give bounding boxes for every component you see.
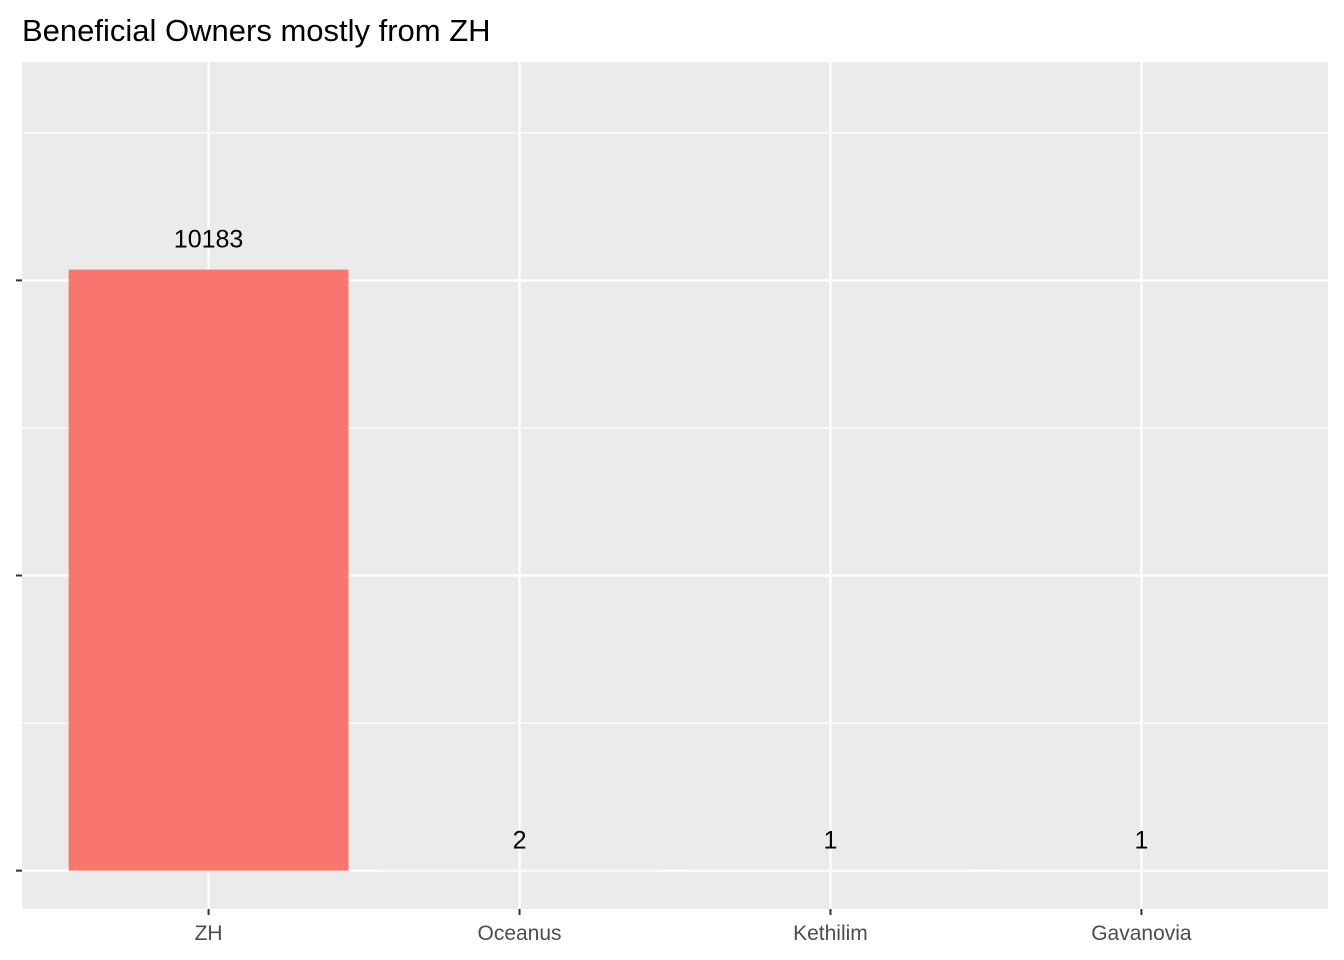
y-axis-ticks <box>16 279 22 872</box>
bars <box>68 269 1282 871</box>
x-tick-label-zh: ZH <box>195 922 223 945</box>
x-axis: ZH Oceanus Kethilim Gavanovia <box>195 909 1192 945</box>
data-labels: 10183 2 1 1 <box>174 226 1149 855</box>
data-label-oceanus: 2 <box>513 827 527 855</box>
data-label-gavanovia: 1 <box>1134 827 1148 855</box>
x-tick-label-gavanovia: Gavanovia <box>1091 922 1192 945</box>
x-tick-label-kethilim: Kethilim <box>793 922 868 945</box>
data-label-zh: 10183 <box>174 226 244 254</box>
chart-title: Beneficial Owners mostly from ZH <box>22 13 491 48</box>
bar-zh <box>68 269 349 871</box>
data-label-kethilim: 1 <box>824 827 838 855</box>
x-tick-label-oceanus: Oceanus <box>477 922 561 945</box>
